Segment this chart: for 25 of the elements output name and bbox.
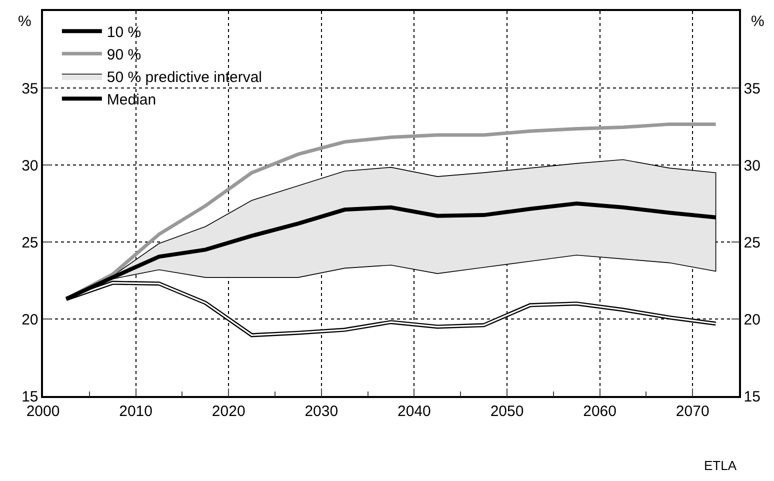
- y2-axis-title: %: [751, 13, 764, 30]
- legend-label: Median: [106, 91, 156, 108]
- y2-tick-label: 15: [744, 388, 760, 406]
- y2-tick-label: 35: [744, 80, 760, 98]
- x-tick-label: 2000: [26, 402, 60, 420]
- legend-label: 90 %: [106, 46, 142, 64]
- legend-label: 10 %: [106, 24, 142, 41]
- x-tick-label: 2060: [583, 402, 616, 420]
- y-tick-label: 30: [22, 157, 38, 174]
- x-tick-label: 2050: [490, 402, 524, 420]
- x-tick-label: 2040: [398, 402, 431, 420]
- y-tick-label: 35: [22, 80, 38, 98]
- y2-tick-label: 20: [744, 311, 760, 328]
- x-tick-label: 2030: [304, 402, 338, 420]
- y2-tick-label: 25: [744, 234, 760, 252]
- y-axis-title: %: [18, 13, 32, 30]
- x-tick-label: 2010: [119, 402, 152, 420]
- y-tick-label: 20: [22, 311, 38, 328]
- y-tick-label: 25: [22, 234, 38, 252]
- x-tick-label: 2020: [212, 402, 246, 420]
- text: ETLA: [704, 458, 737, 473]
- y2-tick-label: 30: [744, 157, 760, 174]
- legend-label: 50 % predictive interval: [106, 68, 262, 86]
- x-tick-label: 2070: [676, 402, 710, 420]
- y-tick-label: 15: [22, 388, 38, 406]
